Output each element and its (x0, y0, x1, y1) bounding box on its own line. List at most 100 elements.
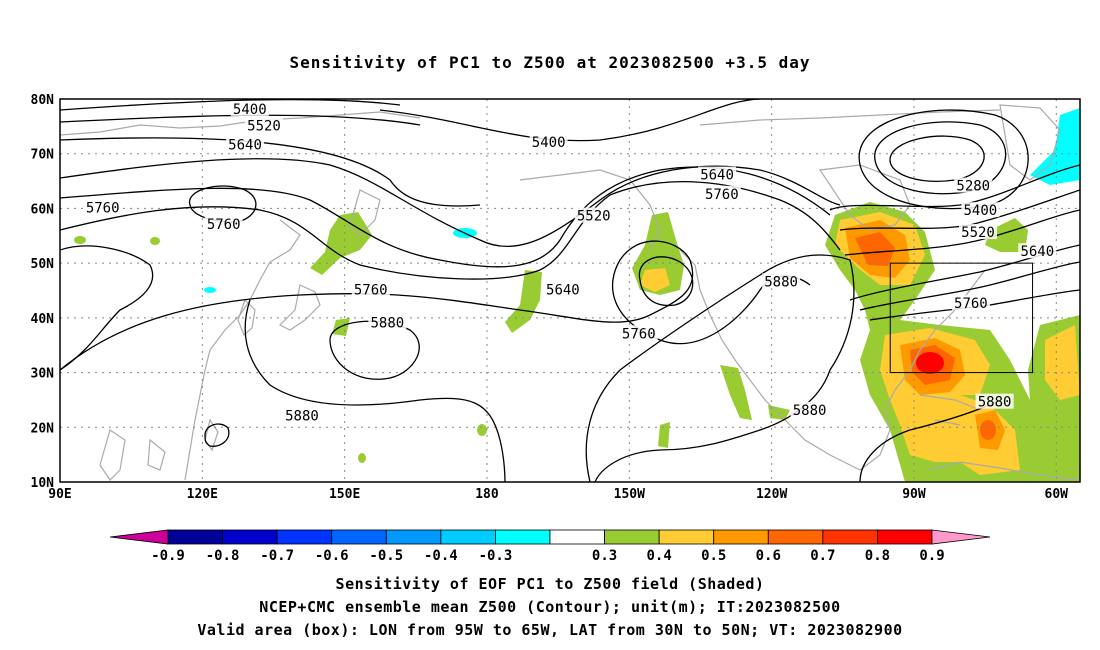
colorbar-label: 0.7 (810, 548, 835, 564)
colorbar-label: -0.3 (479, 548, 513, 564)
shade-green-dot-a (74, 236, 86, 244)
colorbar-swatch (222, 529, 278, 545)
sensitivity-shading (74, 108, 1080, 482)
contour-label-bg (975, 393, 1014, 409)
contour-label: 5400 (964, 203, 998, 219)
latitude-labels: 80N 70N 60N 50N 40N 30N 20N 10N (31, 93, 55, 491)
colorbar-swatch (549, 529, 605, 545)
contour-low-ring-2 (858, 109, 1029, 210)
contour-label: 5760 (86, 200, 120, 216)
colorbar-high-triangle (931, 529, 991, 545)
colorbar-label: -0.5 (369, 548, 403, 564)
coast-philippines (204, 418, 219, 452)
lon-tick-label: 120W (756, 487, 787, 502)
contour-label-bg (1018, 243, 1057, 259)
shade-yellow-atlantic (1045, 325, 1080, 400)
contour-5880-main (60, 240, 811, 371)
contour-label: 5760 (954, 296, 988, 312)
lon-tick-label: 90E (48, 487, 71, 502)
shade-darkorange-south (980, 420, 996, 440)
coast-caribbean (919, 394, 981, 426)
contour-label-bg (619, 325, 658, 341)
contour-label: 5760 (207, 217, 241, 233)
contour-label: 5400 (532, 135, 566, 151)
longitude-labels: 90E 120E 150E 180 150W 120W 90W 60W (48, 487, 1068, 502)
contour-5880-island (329, 320, 420, 380)
contour-label: 5880 (978, 395, 1012, 411)
contour-label-bg (226, 136, 265, 152)
valid-area-box (889, 262, 1034, 374)
contour-label: 5520 (247, 118, 281, 134)
colorbar-swatch (440, 529, 496, 545)
coastlines (60, 104, 1080, 481)
contour-5880-southeast (585, 254, 855, 482)
caption-line-2: NCEP+CMC ensemble mean Z500 (Contour); u… (259, 598, 840, 616)
shade-green-dot-d (358, 453, 366, 463)
lat-tick-label: 50N (31, 257, 55, 272)
colorbar-label: 0.5 (701, 548, 726, 564)
contour-label-bg (702, 185, 741, 201)
colorbar-label: -0.7 (260, 548, 294, 564)
lon-tick-label: 150W (614, 487, 645, 502)
lat-tick-label: 60N (31, 202, 55, 217)
contour-label-bg (790, 401, 829, 417)
coast-arctic-canada (699, 109, 1001, 126)
contour-label: 5520 (961, 225, 995, 241)
contour-label-bg (245, 117, 283, 133)
colorbar-swatch (167, 529, 223, 545)
lon-tick-label: 90W (902, 487, 926, 502)
contour-5640-east (844, 209, 1080, 256)
shade-yellow-pacific (640, 268, 670, 292)
coast-north-america-west (679, 249, 861, 471)
colorbar-label: 0.6 (756, 548, 781, 564)
contour-label-bg (230, 100, 269, 116)
contour-label: 5400 (233, 102, 267, 118)
contour-label: 5880 (793, 403, 827, 419)
contour-label: 5760 (354, 283, 388, 299)
contour-label: 5880 (285, 408, 319, 424)
coast-asia-east (184, 219, 301, 481)
contour-label: 5280 (956, 179, 990, 195)
contour-5400-west (60, 99, 401, 111)
shade-red-se (916, 352, 944, 374)
contour-label: 5760 (705, 187, 739, 203)
contour-5640-west (60, 137, 481, 207)
contour-5760-cutoff (638, 256, 694, 307)
contour-label: 5760 (622, 326, 656, 342)
contour-label-bg (961, 202, 1000, 218)
coast-greenland (999, 104, 1061, 181)
contour-label-bg (529, 133, 568, 149)
lat-tick-label: 40N (31, 312, 55, 327)
contour-label: 5640 (228, 138, 262, 154)
colorbar-label: 0.9 (919, 548, 944, 564)
lat-tick-label: 20N (31, 421, 55, 436)
shade-green-pacific-a (505, 270, 542, 333)
colorbar: -0.9 -0.8 -0.7 -0.6 -0.5 -0.4 -0.3 0.3 0.4 0.5 0.6… (109, 529, 991, 564)
contour-5760-east-2 (859, 261, 1080, 311)
contour-label: 5640 (1020, 244, 1054, 260)
contour-label-bg (351, 281, 390, 297)
colorbar-label: -0.6 (315, 548, 349, 564)
contour-5880-east (869, 289, 1080, 321)
map-frame (59, 98, 1081, 483)
coast-south-america (929, 461, 1080, 481)
coast-alaska (519, 169, 661, 251)
colorbar-swatch (877, 529, 933, 545)
contour-label-bg (954, 177, 993, 193)
contour-label-bg (574, 207, 613, 223)
contour-5880-southwest (244, 299, 506, 482)
shade-green-dot-b (150, 237, 160, 245)
colorbar-low-triangle (109, 529, 169, 545)
lat-tick-label: 70N (31, 148, 55, 163)
contour-5880-small (204, 423, 230, 447)
contour-label-bg (204, 215, 243, 231)
lat-tick-label: 10N (31, 476, 55, 491)
contour-5520-mid (60, 158, 841, 248)
contour-label: 5520 (577, 209, 611, 225)
shade-cyan-asia (204, 287, 216, 293)
colorbar-label: -0.9 (151, 548, 185, 564)
contour-label: 5640 (546, 283, 580, 299)
lon-tick-label: 60W (1045, 487, 1069, 502)
coast-hudson (818, 164, 911, 231)
contour-label-bg (368, 314, 407, 330)
